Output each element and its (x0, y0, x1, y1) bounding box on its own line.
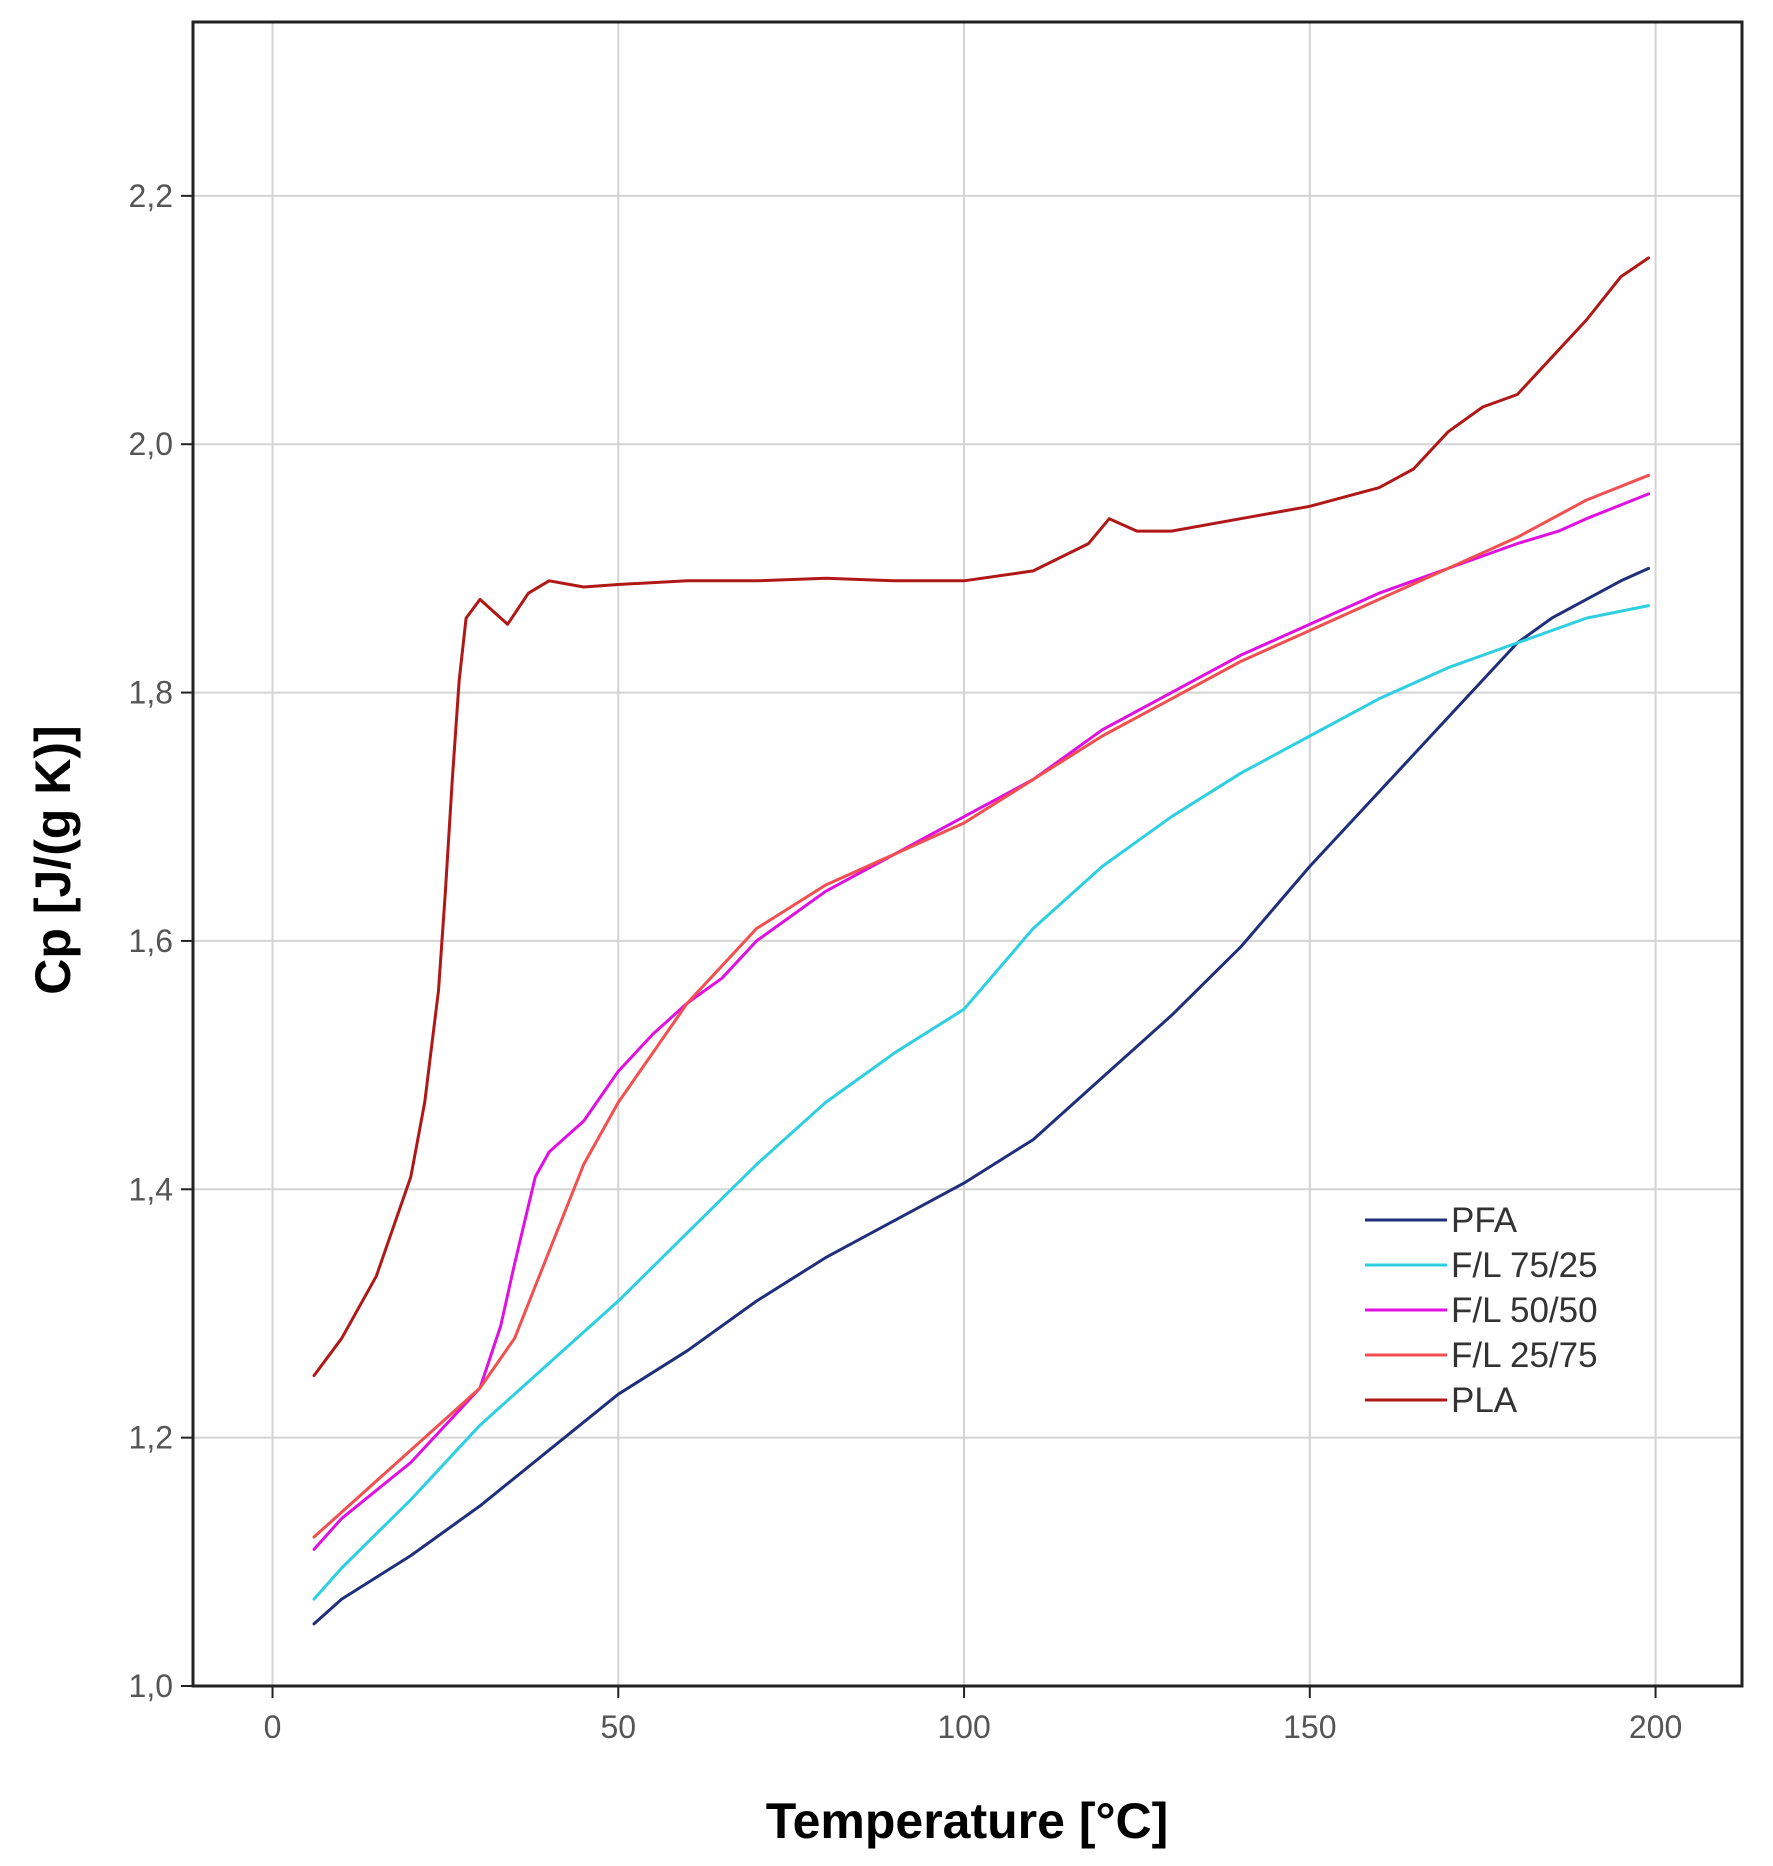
y-tick-label: 2,0 (129, 426, 173, 462)
legend-label: PFA (1451, 1201, 1518, 1240)
x-tick-labels: 0 50 100 150 200 (264, 1709, 1683, 1745)
series-line-pfa (312, 566, 1651, 1626)
x-tick-label: 50 (600, 1709, 636, 1745)
y-tick-label: 1,6 (129, 923, 173, 959)
grid-lines (193, 22, 1742, 1686)
tick-marks (181, 194, 1657, 1698)
plot-frame (191, 20, 1744, 1688)
x-axis-title: Temperature [°C] (766, 1793, 1168, 1849)
legend-label: F/L 25/75 (1451, 1336, 1598, 1375)
legend-label: PLA (1451, 1381, 1518, 1420)
y-tick-label: 1,4 (129, 1171, 173, 1207)
series-line-f-l-75-25 (312, 604, 1651, 1601)
series-line-pla (312, 256, 1651, 1378)
y-tick-label: 2,2 (129, 178, 173, 214)
x-tick-label: 0 (264, 1709, 282, 1745)
y-tick-label: 1,2 (129, 1420, 173, 1456)
x-tick-label: 100 (937, 1709, 990, 1745)
y-tick-label: 1,0 (129, 1668, 173, 1704)
series-line-f-l-25-75 (312, 473, 1651, 1539)
x-tick-label: 150 (1283, 1709, 1336, 1745)
x-tick-label: 200 (1629, 1709, 1682, 1745)
legend-label: F/L 75/25 (1451, 1246, 1598, 1285)
legend-label: F/L 50/50 (1451, 1291, 1598, 1330)
y-tick-label: 1,8 (129, 675, 173, 711)
y-axis-title: Cp [J/(g K)] (25, 725, 81, 994)
y-tick-labels: 1,0 1,2 1,4 1,6 1,8 2,0 2,2 (129, 178, 173, 1704)
series-line-f-l-50-50 (312, 492, 1651, 1551)
legend: PFA F/L 75/25 F/L 50/50 F/L 25/75 PLA (1365, 1201, 1598, 1420)
series-lines (312, 256, 1651, 1626)
